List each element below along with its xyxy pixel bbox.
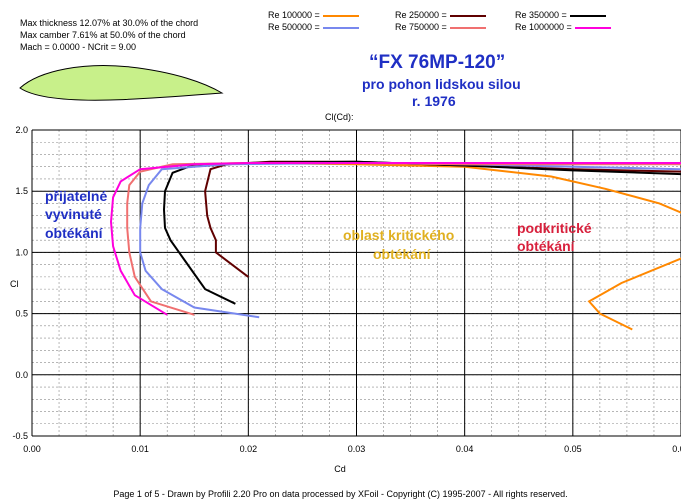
legend-swatch (322, 26, 359, 29)
legend-entry: Re 350000 = (515, 10, 606, 20)
legend-swatch (322, 14, 359, 17)
x-tick-label: 0.01 (131, 444, 149, 454)
airfoil-path (19, 65, 224, 101)
x-tick-label: 0.00 (23, 444, 41, 454)
y-tick-label: 1.5 (15, 186, 28, 196)
x-tick-label: 0.05 (564, 444, 582, 454)
chart-subtitle: pro pohon lidskou silou (362, 76, 521, 92)
legend-entry: Re 1000000 = (515, 22, 611, 32)
series-line-3 (139, 161, 681, 319)
legend-entry: Re 500000 = (268, 22, 359, 32)
legend-swatch (569, 14, 606, 17)
x-tick-label: 0.03 (348, 444, 366, 454)
mach-info: Mach = 0.0000 - NCrit = 9.00 (20, 42, 137, 52)
series-line-4 (126, 162, 681, 316)
y-tick-label: -0.5 (12, 431, 28, 441)
y-tick-label: 0.5 (15, 309, 28, 319)
legend-entry: Re 250000 = (395, 10, 486, 20)
legend-label: Re 500000 = (268, 22, 320, 32)
legend-swatch (574, 26, 611, 29)
legend-entry: Re 750000 = (395, 22, 486, 32)
x-tick-label: 0.06 (672, 444, 681, 454)
series-lines (109, 160, 681, 331)
series-line-2 (162, 160, 681, 305)
x-tick-label: 0.02 (240, 444, 258, 454)
camber-info: Max camber 7.61% at 50.0% of the chord (20, 30, 186, 40)
y-tick-label: 1.0 (15, 247, 28, 257)
chart-main-title: “FX 76MP-120” (369, 52, 506, 73)
series-line-5 (109, 162, 681, 316)
critical-label-2: obtékání (373, 246, 432, 262)
critical-label-1: oblast kritického (343, 227, 454, 243)
subcritical-label-2: obtékání (517, 238, 576, 254)
legend-swatch (449, 26, 486, 29)
y-axis-label: Cl (10, 279, 19, 289)
chart-year: r. 1976 (412, 93, 456, 109)
thickness-info: Max thickness 12.07% at 30.0% of the cho… (20, 18, 199, 28)
airfoil-shape (19, 65, 224, 101)
chart-title: Cl(Cd): (325, 112, 354, 122)
legend-label: Re 250000 = (395, 10, 447, 20)
accepted-label-3: obtékání (45, 225, 104, 241)
legend-label: Re 750000 = (395, 22, 447, 32)
x-axis-label: Cd (334, 464, 346, 474)
tick-labels: 0.00 0.01 0.02 0.03 0.04 0.05 0.06 -0.5 0.0 0.5 1.… (12, 125, 681, 454)
footer: Page 1 of 5 - Drawn by Profili 2.20 Pro … (113, 489, 568, 499)
x-tick-label: 0.04 (456, 444, 474, 454)
legend: Re 100000 = Re 250000 = Re 350000 = Re 5000… (268, 10, 678, 36)
y-tick-label: 2.0 (15, 125, 28, 135)
legend-swatch (449, 14, 486, 17)
y-tick-label: 0.0 (15, 370, 28, 380)
subcritical-label-1: podkritické (517, 220, 592, 236)
accepted-label-2: vyvinuté (45, 206, 102, 222)
legend-label: Re 1000000 = (515, 22, 572, 32)
grid (31, 129, 681, 437)
legend-label: Re 350000 = (515, 10, 567, 20)
legend-entry: Re 100000 = (268, 10, 359, 20)
legend-label: Re 100000 = (268, 10, 320, 20)
accepted-label-1: přijatelné (45, 188, 107, 204)
